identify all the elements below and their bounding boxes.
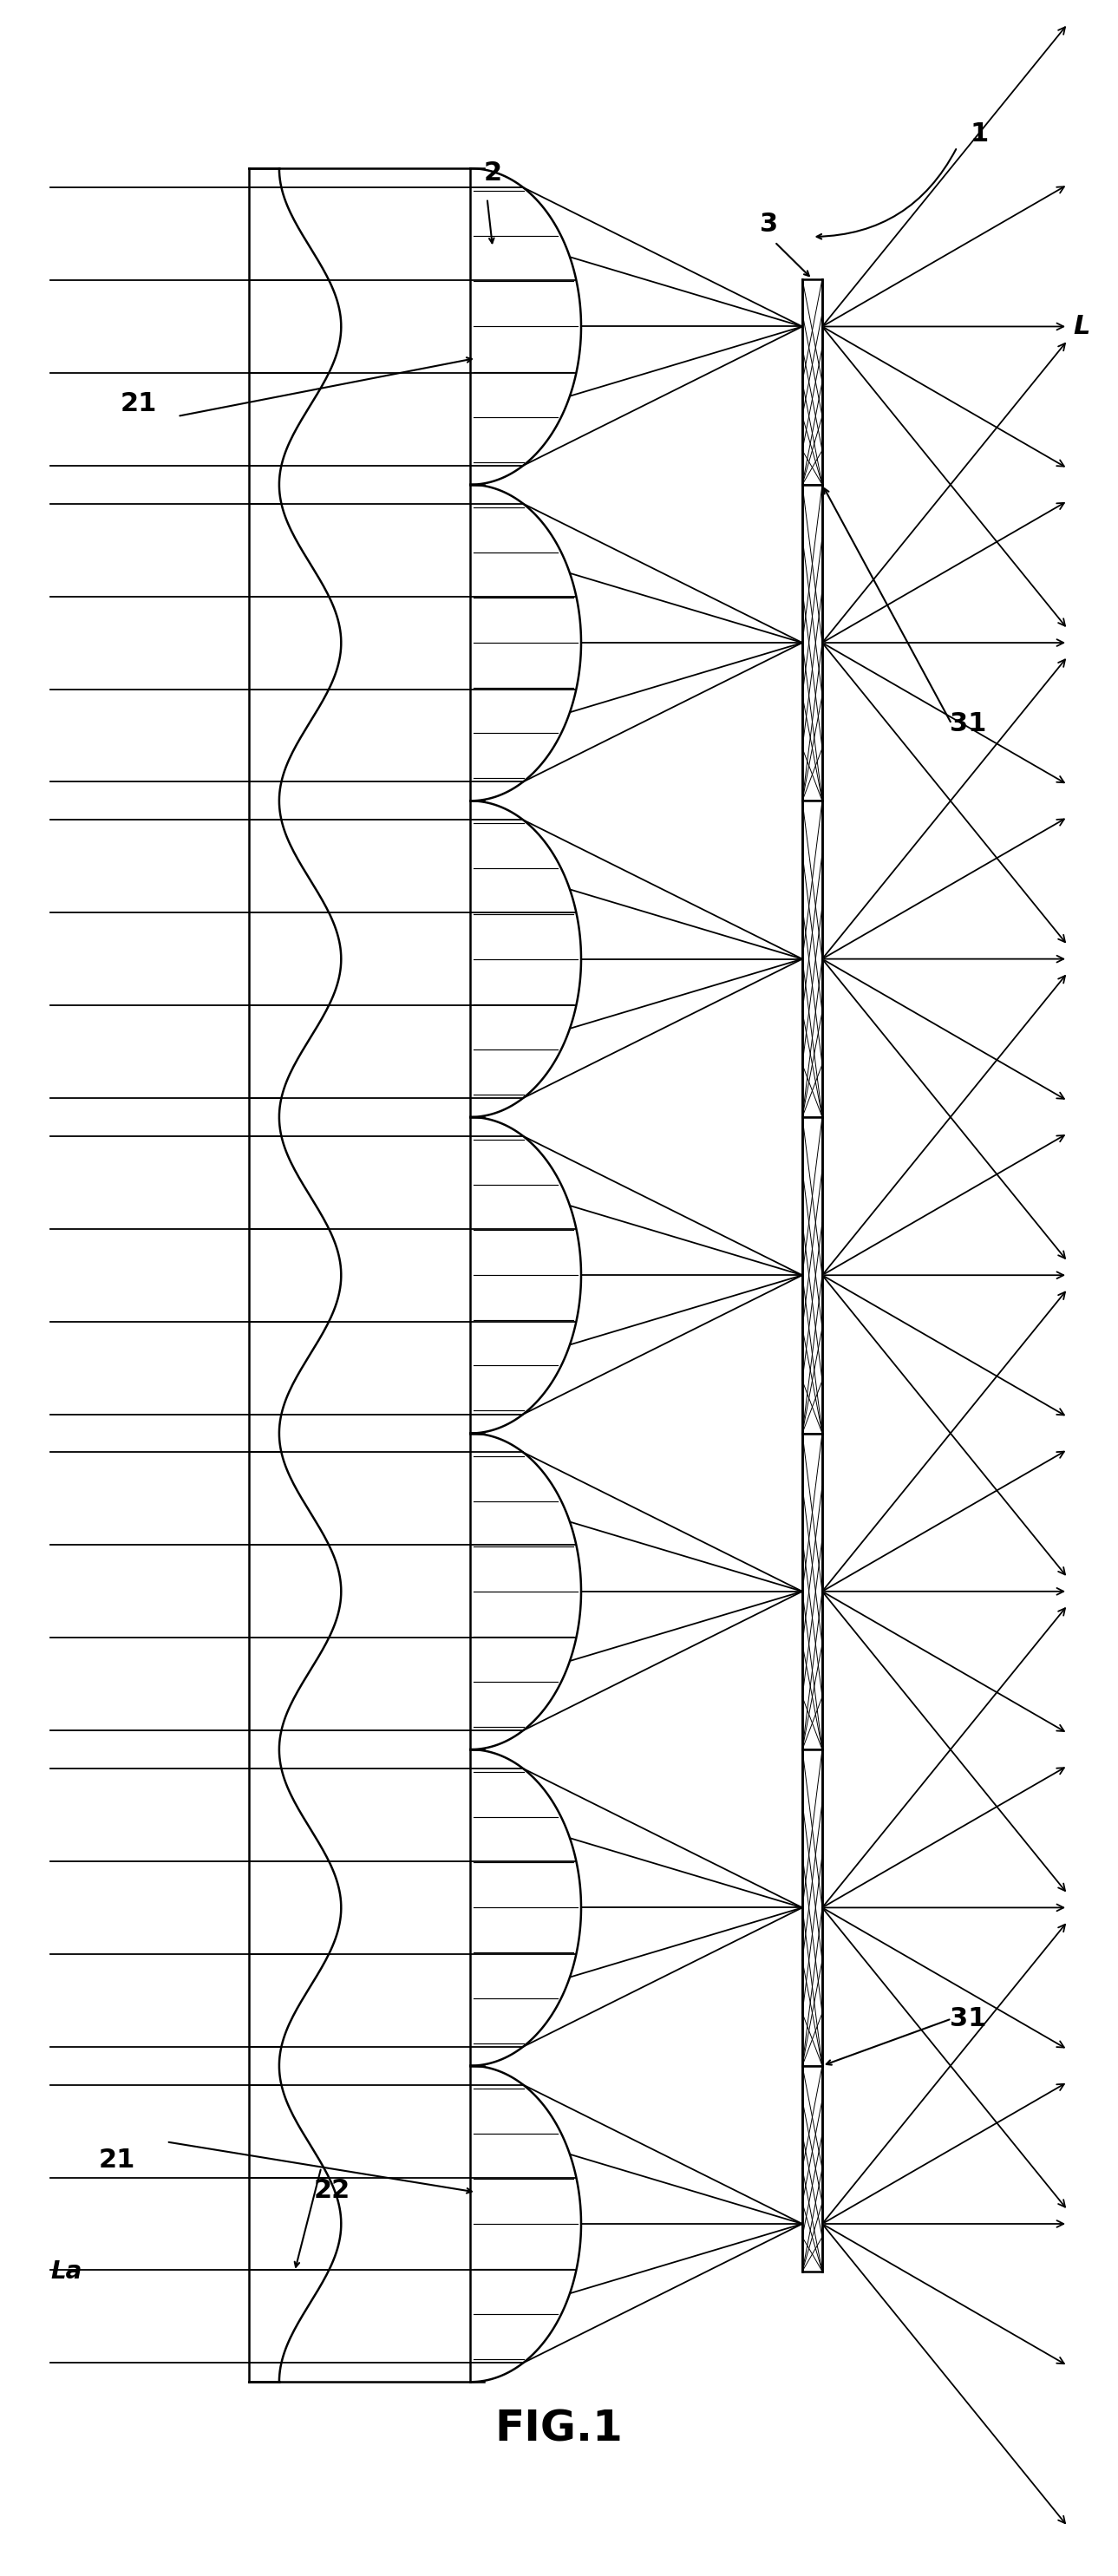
Bar xyxy=(803,484,822,801)
Text: 22: 22 xyxy=(314,2177,351,2202)
Text: 21: 21 xyxy=(98,2148,135,2172)
Text: FIG.1: FIG.1 xyxy=(495,2409,623,2450)
Bar xyxy=(803,278,822,484)
Text: 2: 2 xyxy=(483,160,502,185)
Text: 31: 31 xyxy=(950,2007,986,2032)
Text: 3: 3 xyxy=(760,211,778,237)
Text: L: L xyxy=(1073,314,1090,340)
Bar xyxy=(803,801,822,1118)
Text: La: La xyxy=(51,2259,83,2282)
Text: 31: 31 xyxy=(950,711,986,737)
Bar xyxy=(803,1118,822,1432)
Bar xyxy=(803,2066,822,2272)
Bar xyxy=(803,1432,822,1749)
Text: 21: 21 xyxy=(121,392,158,415)
Bar xyxy=(803,1749,822,2066)
Text: 1: 1 xyxy=(970,121,988,147)
